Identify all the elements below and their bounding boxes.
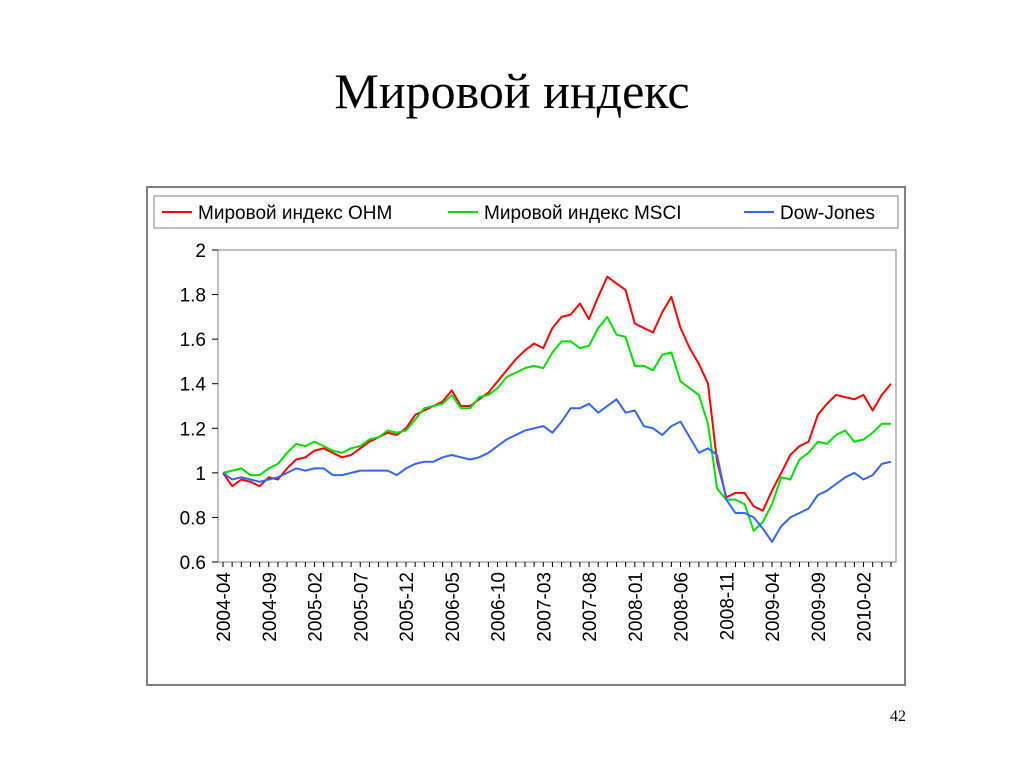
y-tick-label: 2 bbox=[195, 241, 206, 262]
y-tick-label: 1.8 bbox=[180, 286, 206, 307]
y-tick-label: 0.6 bbox=[180, 553, 206, 574]
y-tick-label: 0.8 bbox=[180, 508, 206, 529]
x-tick-label: 2008-11 bbox=[717, 572, 738, 640]
x-tick-label: 2006-05 bbox=[443, 572, 464, 642]
x-tick-label: 2005-02 bbox=[306, 572, 327, 642]
x-tick-label: 2007-08 bbox=[580, 572, 601, 642]
x-tick-label: 2004-04 bbox=[214, 572, 235, 642]
series-layer bbox=[222, 275, 892, 543]
x-tick-label: 2009-09 bbox=[809, 572, 830, 642]
series-line bbox=[222, 275, 892, 512]
series-line bbox=[222, 315, 891, 532]
x-tick-label: 2008-01 bbox=[626, 572, 647, 642]
legend-label: Мировой индекс ОНМ bbox=[198, 203, 392, 224]
legend-label: Мировой индекс MSCI bbox=[484, 203, 681, 224]
page-number: 42 bbox=[890, 708, 906, 725]
x-tick-label: 2004-09 bbox=[260, 572, 281, 642]
chart-frame: Мировой индекс ОНМ Мировой индекс MSCI Dow… bbox=[146, 186, 906, 686]
plot-area bbox=[217, 249, 897, 563]
legend-label: Dow-Jones bbox=[780, 203, 875, 224]
line-chart: Мировой индекс ОНМ Мировой индекс MSCI Dow… bbox=[153, 195, 899, 642]
x-axis: 2004-04 2004-09 2005-02 2005-07 2005-12 2006-… bbox=[214, 562, 892, 642]
x-tick-label: 2006-10 bbox=[489, 572, 510, 642]
y-tick-label: 1.4 bbox=[180, 375, 207, 396]
slide-title: Мировой индекс bbox=[334, 63, 690, 119]
x-tick-label: 2008-06 bbox=[672, 572, 693, 642]
chart-legend: Мировой индекс ОНМ Мировой индекс MSCI Dow… bbox=[153, 195, 899, 229]
x-tick-label: 2010-02 bbox=[855, 572, 876, 642]
y-axis: 0.6 0.8 1 1.2 1.4 1.6 1.8 2 bbox=[180, 241, 218, 574]
y-tick-label: 1 bbox=[195, 464, 206, 485]
x-tick-label: 2009-04 bbox=[763, 572, 784, 642]
y-tick-label: 1.2 bbox=[180, 419, 206, 440]
y-tick-label: 1.6 bbox=[180, 330, 206, 351]
x-tick-label: 2007-03 bbox=[534, 572, 555, 642]
series-line bbox=[222, 398, 892, 543]
x-tick-label: 2005-12 bbox=[397, 572, 418, 642]
x-tick-label: 2005-07 bbox=[351, 572, 372, 642]
